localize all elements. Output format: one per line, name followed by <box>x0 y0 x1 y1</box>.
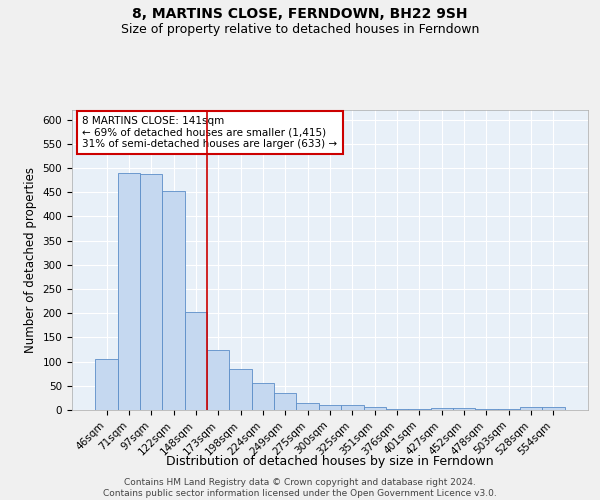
Text: 8 MARTINS CLOSE: 141sqm
← 69% of detached houses are smaller (1,415)
31% of semi: 8 MARTINS CLOSE: 141sqm ← 69% of detache… <box>82 116 337 149</box>
Bar <box>140 174 163 410</box>
Bar <box>364 406 386 410</box>
Bar <box>520 407 542 410</box>
Bar <box>475 409 497 410</box>
Text: Size of property relative to detached houses in Ferndown: Size of property relative to detached ho… <box>121 22 479 36</box>
Text: 8, MARTINS CLOSE, FERNDOWN, BH22 9SH: 8, MARTINS CLOSE, FERNDOWN, BH22 9SH <box>132 8 468 22</box>
Bar <box>95 359 118 410</box>
Bar <box>229 370 252 410</box>
Bar <box>118 173 140 410</box>
Bar <box>386 409 408 410</box>
Bar <box>453 408 475 410</box>
Bar <box>341 405 364 410</box>
Bar <box>185 312 207 410</box>
Bar <box>274 392 296 410</box>
Bar <box>319 405 341 410</box>
Y-axis label: Number of detached properties: Number of detached properties <box>24 167 37 353</box>
Text: Distribution of detached houses by size in Ferndown: Distribution of detached houses by size … <box>166 455 494 468</box>
Bar <box>163 192 185 410</box>
Bar <box>497 409 520 410</box>
Bar <box>542 407 565 410</box>
Bar <box>431 408 453 410</box>
Text: Contains HM Land Registry data © Crown copyright and database right 2024.
Contai: Contains HM Land Registry data © Crown c… <box>103 478 497 498</box>
Bar <box>207 350 229 410</box>
Bar <box>252 383 274 410</box>
Bar <box>296 402 319 410</box>
Bar <box>408 409 431 410</box>
